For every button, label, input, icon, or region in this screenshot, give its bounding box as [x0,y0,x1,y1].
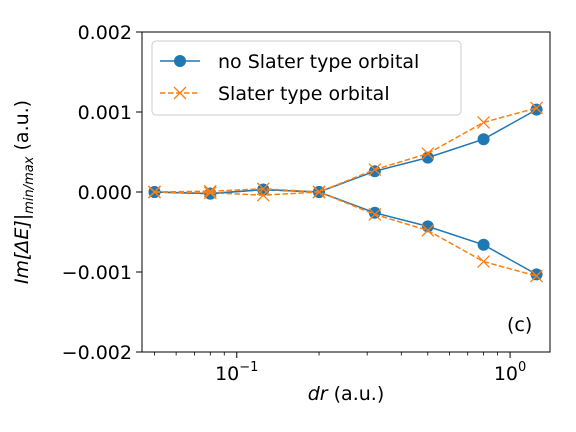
series-line-lower [154,191,537,277]
data-point [203,186,217,200]
data-point [312,185,326,199]
y-tick-label: 0.002 [78,22,132,44]
data-point [477,115,491,129]
y-tick-label: 0.001 [78,102,132,124]
data-point [256,182,270,196]
legend-box [151,40,462,116]
data-point [530,269,544,283]
data-point [421,147,435,161]
legend-item: no Slater type orbital [160,51,419,73]
data-point [477,238,490,251]
data-point [530,101,544,115]
legend-item: Slater type orbital [160,83,390,105]
y-axis-label: Im[ΔE]|min/max (a.u.) [11,100,37,284]
series-group [148,101,544,283]
data-point [368,207,382,221]
data-point [203,184,217,198]
data-point [530,103,543,116]
data-point [530,268,543,281]
series-slater [148,101,544,283]
data-point [477,133,490,146]
data-point [173,86,187,100]
legend: no Slater type orbital Slater type orbita… [151,40,462,116]
y-tick-label: 0.000 [78,182,132,204]
data-point [421,223,435,237]
ticks-group: 0.002 0.001 0.000 −0.001 −0.002 10−1 100 [62,22,527,385]
x-tick-label: 100 [494,360,526,385]
panel-annotation: (c) [507,314,532,336]
data-point [148,185,161,199]
y-tick-label: −0.001 [62,262,132,284]
data-point [368,163,382,177]
x-tick-label: 10−1 [215,360,258,385]
legend-label: no Slater type orbital [218,51,419,73]
series-line-upper [154,107,537,193]
data-point [174,55,186,67]
x-axis-label: dr (a.u.) [308,383,385,405]
data-point [256,188,270,202]
data-point [477,255,491,269]
legend-label: Slater type orbital [218,83,390,105]
y-tick-label: −0.002 [62,342,132,364]
